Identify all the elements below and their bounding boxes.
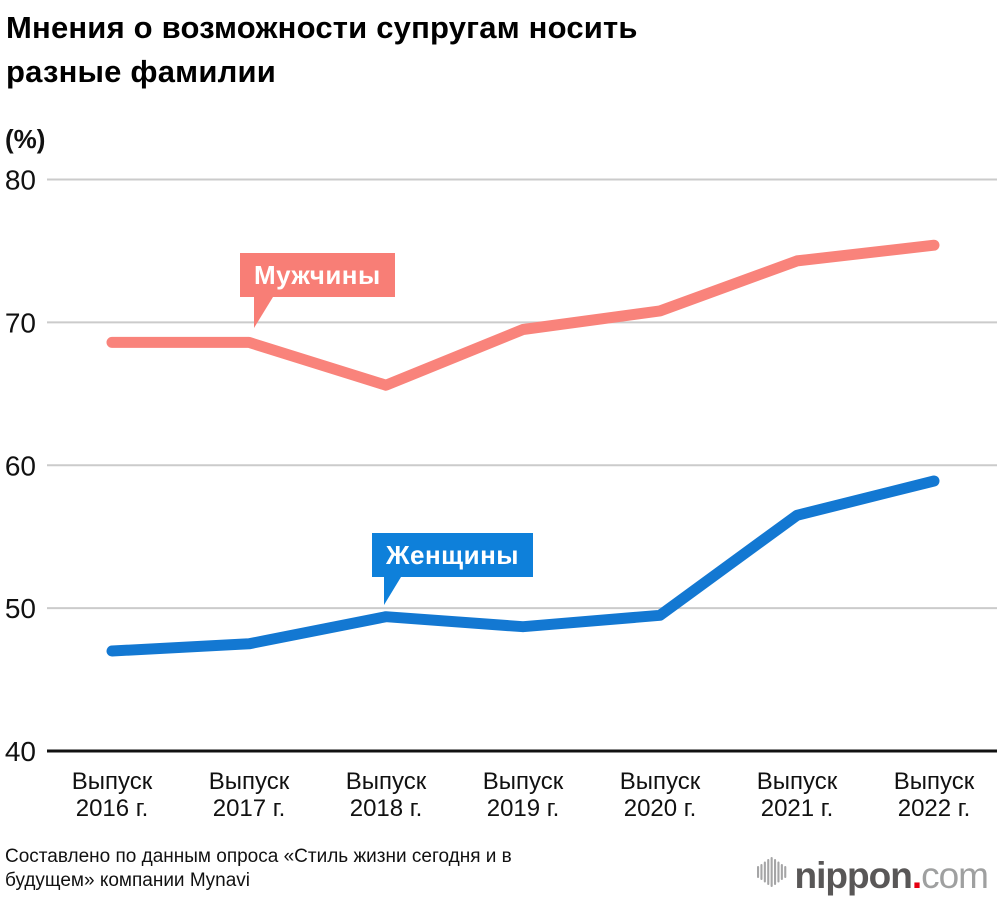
nippon-logo: nippon.com <box>756 855 989 897</box>
soundbar-5 <box>770 857 773 887</box>
logo-text-nippon: nippon <box>794 855 913 896</box>
y-tick-label-60: 60 <box>5 450 36 481</box>
x-tick-label-2-line1: Выпуск <box>209 768 290 795</box>
y-tick-label-40: 40 <box>5 736 36 767</box>
series-label-women-text: Женщины <box>386 539 519 570</box>
soundbar-9 <box>783 866 786 878</box>
series-label-women: Женщины <box>372 532 533 605</box>
source-note: Составлено по данным опроса «Стиль жизни… <box>5 845 512 893</box>
x-tick-label-5-line2: 2020 г. <box>624 795 697 822</box>
data-line-women <box>106 475 940 657</box>
x-tick-label-3-line2: 2018 г. <box>350 795 423 822</box>
soundbar-4 <box>766 859 769 885</box>
logo-text-com: com <box>921 855 989 896</box>
y-tick-label-70: 70 <box>5 307 36 338</box>
y-tick-label-50: 50 <box>5 593 36 624</box>
x-tick-label-1-line1: Выпуск <box>72 768 153 795</box>
series-label-men-pointer-icon <box>254 297 273 329</box>
x-tick-label-5-line1: Выпуск <box>620 768 701 795</box>
series-label-men-text: Мужчины <box>254 260 381 291</box>
x-tick-label-6-line1: Выпуск <box>757 768 838 795</box>
x-tick-label-4-line2: 2019 г. <box>487 795 560 822</box>
chart-title-line2: разные фамилии <box>6 54 276 89</box>
unit-label: (%) <box>5 124 46 154</box>
source-note-line1: Составлено по данным опроса «Стиль жизни… <box>5 846 512 867</box>
x-tick-label-4-line1: Выпуск <box>483 768 564 795</box>
soundbar-6 <box>773 859 776 885</box>
x-tick-label-2-line2: 2017 г. <box>213 795 286 822</box>
x-tick-label-7-line2: 2022 г. <box>898 795 971 822</box>
chart-title: Мнения о возможности супругам носить раз… <box>6 6 638 94</box>
data-line-men <box>106 239 940 391</box>
x-tick-label-1-line2: 2016 г. <box>76 795 149 822</box>
soundbars-icon <box>756 857 786 887</box>
y-tick-label-80: 80 <box>5 165 36 196</box>
x-tick-label-7-line1: Выпуск <box>894 768 975 795</box>
soundbar-1 <box>756 866 759 878</box>
x-tick-label-3-line1: Выпуск <box>346 768 427 795</box>
logo-dot: . <box>911 855 922 896</box>
source-note-line2: будущем» компании Mynavi <box>5 870 251 891</box>
soundbar-3 <box>763 861 766 883</box>
series-label-men: Мужчины <box>240 253 395 329</box>
soundbar-2 <box>759 864 763 880</box>
x-tick-label-6-line2: 2021 г. <box>761 795 834 822</box>
soundbar-7 <box>776 861 780 883</box>
soundbar-8 <box>780 864 783 880</box>
chart-title-line1: Мнения о возможности супругам носить <box>6 10 638 45</box>
series-label-women-pointer-icon <box>384 576 401 605</box>
